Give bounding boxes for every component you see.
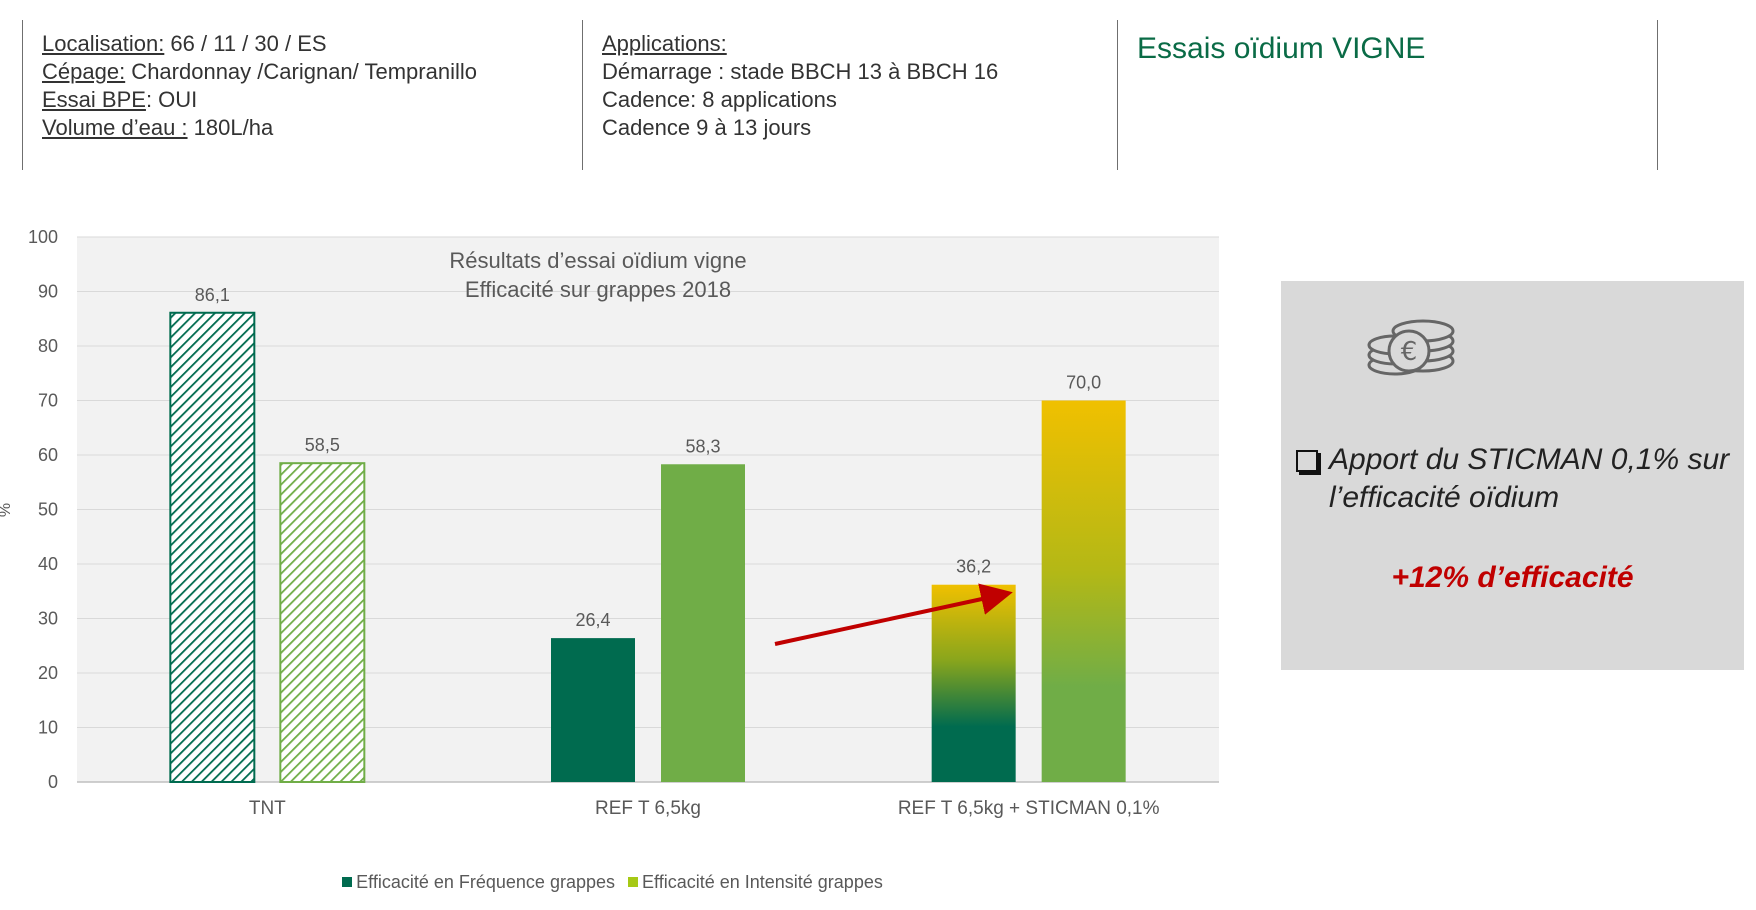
header-separator bbox=[1117, 20, 1118, 170]
bar-intensity bbox=[1041, 400, 1126, 782]
chart-subtitle: Efficacité sur grappes 2018 bbox=[465, 277, 731, 302]
bpe-value: : OUI bbox=[145, 87, 198, 112]
legend-swatch-intensity bbox=[628, 877, 639, 887]
bar-intensity bbox=[279, 462, 366, 784]
y-axis-label: % bbox=[0, 503, 14, 517]
data-label: 70,0 bbox=[1066, 373, 1101, 393]
data-label: 26,4 bbox=[575, 610, 610, 630]
bpe-row: Essai BPE: OUI bbox=[42, 86, 477, 114]
applications-count: Cadence: 8 applications bbox=[602, 87, 837, 112]
trial-info: Localisation: 66 / 11 / 30 / ES Cépage: … bbox=[42, 30, 477, 142]
bpe-label: Essai BPE bbox=[42, 87, 146, 112]
x-axis: TNT REF T 6,5kg REF T 6,5kg + STICMAN 0,1% bbox=[249, 798, 1160, 819]
bars: 86,1 58,5 26,4 58,3 36,2 70,0 bbox=[169, 285, 1126, 784]
bar-frequency bbox=[931, 584, 1016, 782]
checkbox-icon bbox=[1296, 450, 1318, 472]
bar-frequency bbox=[551, 638, 635, 782]
water-volume-row: Volume d’eau : 180L/ha bbox=[42, 114, 477, 142]
y-tick-label: 70 bbox=[38, 391, 58, 411]
y-tick-label: 40 bbox=[38, 554, 58, 574]
applications-info: Applications: Démarrage : stade BBCH 13 … bbox=[602, 30, 998, 142]
applications-interval: Cadence 9 à 13 jours bbox=[602, 115, 812, 140]
y-tick-label: 60 bbox=[38, 445, 58, 465]
trend-arrow bbox=[774, 583, 1013, 646]
chart-legend: Efficacité en Fréquence grappes Efficaci… bbox=[0, 872, 1225, 893]
location-label: Localisation: bbox=[42, 31, 165, 56]
y-tick-label: 10 bbox=[38, 718, 58, 738]
header-separator bbox=[1657, 20, 1658, 170]
chart-title: Résultats d’essai oïdium vigne bbox=[449, 248, 746, 273]
efficacy-gain: +12% d’efficacité bbox=[1391, 561, 1634, 594]
water-volume-value: 180L/ha bbox=[187, 115, 274, 140]
x-tick-label: TNT bbox=[249, 798, 286, 819]
grape-row: Cépage: Chardonnay /Carignan/ Tempranill… bbox=[42, 58, 477, 86]
x-tick-label: REF T 6,5kg bbox=[595, 798, 701, 819]
applications-start: Démarrage : stade BBCH 13 à BBCH 16 bbox=[602, 59, 999, 84]
legend-label-intensity: Efficacité en Intensité grappes bbox=[642, 872, 883, 892]
bar-intensity bbox=[661, 464, 745, 782]
water-volume-label: Volume d’eau : bbox=[42, 115, 188, 140]
y-tick-label: 80 bbox=[38, 336, 58, 356]
x-tick-label: REF T 6,5kg + STICMAN 0,1% bbox=[898, 798, 1160, 819]
data-label: 86,1 bbox=[195, 285, 230, 305]
grape-label: Cépage: bbox=[42, 59, 126, 84]
data-label: 36,2 bbox=[956, 557, 991, 577]
page-title: Essais oïdium VIGNE bbox=[1137, 32, 1426, 65]
data-label: 58,5 bbox=[305, 435, 340, 455]
location-row: Localisation: 66 / 11 / 30 / ES bbox=[42, 30, 477, 58]
summary-bullet-line-2: l’efficacité oïdium bbox=[1329, 481, 1560, 514]
svg-text:€: € bbox=[1401, 337, 1418, 367]
legend-swatch-frequency bbox=[342, 877, 353, 887]
location-value: 66 / 11 / 30 / ES bbox=[164, 31, 327, 56]
coins-euro-icon: € bbox=[1367, 319, 1455, 376]
y-tick-label: 0 bbox=[48, 772, 58, 792]
grape-value: Chardonnay /Carignan/ Tempranillo bbox=[125, 59, 477, 84]
applications-title: Applications: bbox=[602, 31, 727, 56]
y-tick-label: 30 bbox=[38, 609, 58, 629]
header-separator bbox=[22, 20, 23, 170]
y-axis: 0 10 20 30 40 50 60 70 80 90 100 bbox=[28, 227, 58, 792]
summary-panel: € Apport du STICMAN 0,1% sur l’efficacit… bbox=[1281, 281, 1744, 670]
bar-chart: 0 10 20 30 40 50 60 70 80 90 100 % 86,1 58,5 26,4 58,… bbox=[0, 227, 1219, 819]
gridlines bbox=[77, 236, 1219, 783]
y-tick-label: 90 bbox=[38, 282, 58, 302]
bar-frequency bbox=[169, 311, 256, 783]
y-tick-label: 50 bbox=[38, 500, 58, 520]
data-label: 58,3 bbox=[685, 436, 720, 456]
legend-item-frequency: Efficacité en Fréquence grappes bbox=[342, 872, 615, 893]
legend-label-frequency: Efficacité en Fréquence grappes bbox=[356, 872, 615, 892]
y-tick-label: 100 bbox=[28, 227, 58, 247]
legend-item-intensity: Efficacité en Intensité grappes bbox=[628, 872, 883, 893]
summary-bullet-line-1: Apport du STICMAN 0,1% sur bbox=[1329, 443, 1730, 476]
header-separator bbox=[582, 20, 583, 170]
y-tick-label: 20 bbox=[38, 663, 58, 683]
